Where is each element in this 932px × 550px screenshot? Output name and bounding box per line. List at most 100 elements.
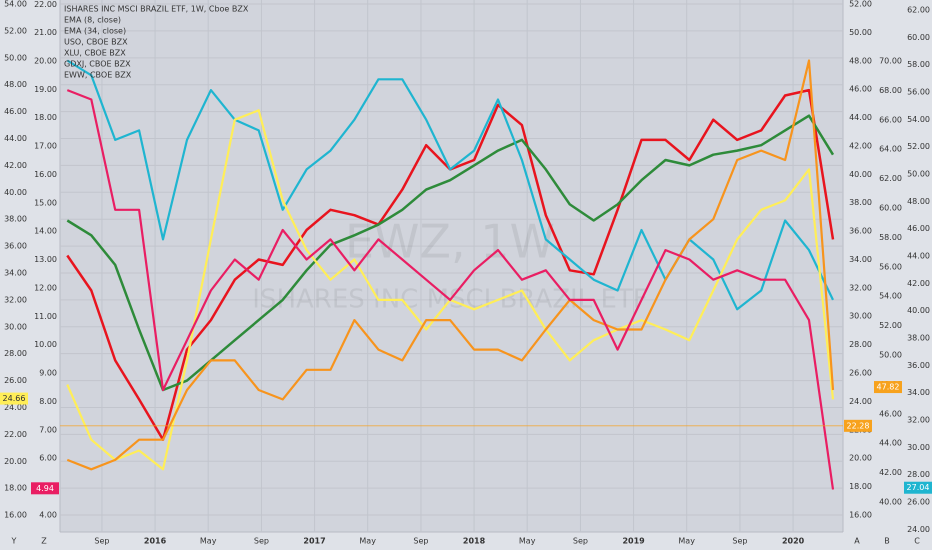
axis-button[interactable]: C [914, 537, 920, 546]
plot-area [60, 0, 843, 532]
y-tick-label: 64.00 [879, 145, 902, 154]
y-tick-label: 28.00 [907, 470, 930, 479]
y-tick-label: 28.00 [849, 340, 872, 349]
x-tick-label: Sep [94, 537, 109, 546]
y-tick-label: 52.00 [4, 26, 27, 35]
price-badge [0, 392, 28, 405]
x-tick-label: Sep [413, 537, 428, 546]
y-tick-label: 34.00 [907, 388, 930, 397]
y-tick-label: 54.00 [879, 292, 902, 301]
y-tick-label: 17.00 [34, 142, 57, 151]
y-tick-label: 7.00 [39, 425, 57, 434]
y-tick-label: 11.00 [34, 312, 57, 321]
y-tick-label: 32.00 [907, 415, 930, 424]
price-badge [904, 481, 932, 494]
y-tick-label: 40.00 [907, 306, 930, 315]
y-tick-label: 48.00 [849, 56, 872, 65]
y-tick-label: 28.00 [4, 349, 27, 358]
y-tick-label: 44.00 [907, 251, 930, 260]
y-tick-label: 42.00 [849, 141, 872, 150]
y-tick-label: 46.00 [4, 107, 27, 116]
y-tick-label: 38.00 [4, 215, 27, 224]
y-tick-label: 50.00 [879, 351, 902, 360]
y-tick-label: 54.00 [907, 115, 930, 124]
y-tick-label: 20.00 [4, 457, 27, 466]
y-tick-label: 50.00 [849, 28, 872, 37]
y-tick-label: 40.00 [849, 170, 872, 179]
y-tick-label: 38.00 [907, 333, 930, 342]
y-tick-label: 26.00 [849, 369, 872, 378]
y-tick-label: 26.00 [4, 376, 27, 385]
y-tick-label: 44.00 [879, 439, 902, 448]
y-tick-label: 58.00 [879, 233, 902, 242]
y-tick-label: 36.00 [849, 227, 872, 236]
y-tick-label: 24.00 [4, 403, 27, 412]
legend-entry: GDXJ, CBOE BZX [64, 60, 131, 69]
y-tick-label: 10.00 [34, 340, 57, 349]
price-label: 27.04 [907, 483, 930, 492]
x-tick-label: 2020 [782, 537, 805, 546]
x-tick-label: May [359, 537, 376, 546]
y-tick-label: 26.00 [907, 497, 930, 506]
y-tick-label: 52.00 [849, 0, 872, 8]
y-tick-label: 20.00 [34, 57, 57, 66]
x-tick-label: May [519, 537, 536, 546]
x-tick-label: 2019 [622, 537, 645, 546]
series-line [66, 59, 835, 471]
y-tick-label: 44.00 [849, 113, 872, 122]
y-tick-label: 66.00 [879, 115, 902, 124]
y-tick-label: 16.00 [4, 511, 27, 520]
axis-button[interactable]: Y [11, 537, 17, 546]
y-tick-label: 24.00 [907, 525, 930, 534]
y-tick-label: 19.00 [34, 85, 57, 94]
y-tick-label: 38.00 [849, 198, 872, 207]
series-line [66, 114, 835, 392]
x-tick-label: 2016 [144, 537, 167, 546]
axis-button[interactable]: A [854, 537, 860, 546]
legend-entry: XLU, CBOE BZX [64, 49, 126, 58]
y-tick-label: 16.00 [849, 510, 872, 519]
y-tick-label: 15.00 [34, 198, 57, 207]
y-tick-label: 22.00 [34, 0, 57, 9]
y-tick-label: 21.00 [34, 28, 57, 37]
y-tick-label: 30.00 [849, 312, 872, 321]
y-tick-label: 58.00 [907, 60, 930, 69]
y-tick-label: 16.00 [34, 170, 57, 179]
x-tick-label: 2017 [303, 537, 325, 546]
series-line [66, 89, 835, 490]
price-label: 24.66 [3, 394, 26, 403]
legend-entry: USO, CBOE BZX [64, 38, 128, 47]
y-tick-label: 56.00 [907, 87, 930, 96]
y-tick-label: 68.00 [879, 86, 902, 95]
y-tick-label: 50.00 [907, 169, 930, 178]
y-tick-label: 36.00 [907, 361, 930, 370]
y-tick-label: 46.00 [879, 409, 902, 418]
y-tick-label: 34.00 [849, 255, 872, 264]
y-tick-label: 32.00 [849, 283, 872, 292]
y-tick-label: 8.00 [39, 397, 57, 406]
y-tick-label: 56.00 [879, 262, 902, 271]
y-tick-label: 54.00 [4, 0, 27, 9]
y-tick-label: 9.00 [39, 369, 57, 378]
price-badge [31, 482, 59, 495]
y-tick-label: 46.00 [849, 85, 872, 94]
x-tick-label: Sep [254, 537, 269, 546]
y-tick-label: 18.00 [4, 484, 27, 493]
axis-button[interactable]: B [884, 537, 890, 546]
y-tick-label: 52.00 [879, 321, 902, 330]
y-tick-label: 18.00 [849, 482, 872, 491]
price-badge [844, 419, 872, 432]
series-line [66, 59, 834, 311]
legend-entry: EMA (8, close) [64, 16, 121, 25]
y-tick-label: 22.00 [4, 430, 27, 439]
y-tick-label: 36.00 [4, 242, 27, 251]
y-tick-label: 42.00 [4, 161, 27, 170]
y-tick-label: 52.00 [907, 142, 930, 151]
y-tick-label: 46.00 [907, 224, 930, 233]
y-tick-label: 30.00 [4, 322, 27, 331]
x-tick-label: 2018 [463, 537, 486, 546]
y-tick-label: 60.00 [907, 33, 930, 42]
legend-title: ISHARES INC MSCI BRAZIL ETF, 1W, Cboe BZ… [64, 5, 249, 14]
axis-button[interactable]: Z [41, 537, 47, 546]
